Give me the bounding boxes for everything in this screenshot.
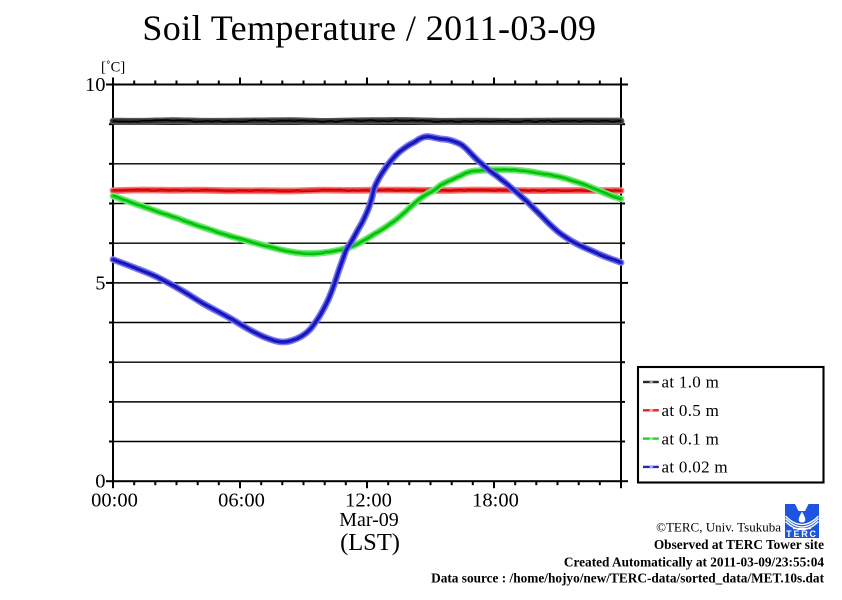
svg-text:Observed at TERC Tower site: Observed at TERC Tower site bbox=[654, 537, 824, 552]
svg-text:0: 0 bbox=[95, 471, 105, 493]
svg-text:(LST): (LST) bbox=[340, 529, 400, 556]
svg-text:Soil Temperature / 2011-03-09: Soil Temperature / 2011-03-09 bbox=[142, 8, 596, 48]
svg-text:18:00: 18:00 bbox=[472, 490, 519, 512]
svg-text:©TERC, Univ. Tsukuba: ©TERC, Univ. Tsukuba bbox=[656, 520, 781, 535]
svg-text:at 0.02 m: at 0.02 m bbox=[662, 458, 728, 477]
svg-text:Created Automatically at 2011-: Created Automatically at 2011-03-09/23:5… bbox=[564, 555, 824, 570]
svg-text:5: 5 bbox=[95, 272, 105, 294]
svg-text:Data source : /home/hojyo/new/: Data source : /home/hojyo/new/TERC-data/… bbox=[431, 571, 824, 586]
svg-text:at 1.0 m: at 1.0 m bbox=[662, 373, 720, 392]
svg-text:12:00: 12:00 bbox=[345, 490, 392, 512]
svg-text:10: 10 bbox=[85, 74, 106, 96]
svg-text:TERC: TERC bbox=[786, 529, 818, 539]
svg-text:at 0.5 m: at 0.5 m bbox=[662, 401, 720, 420]
svg-text:[˚C]: [˚C] bbox=[101, 60, 125, 76]
svg-text:Mar-09: Mar-09 bbox=[339, 509, 399, 531]
svg-text:00:00: 00:00 bbox=[91, 490, 138, 512]
svg-text:06:00: 06:00 bbox=[218, 490, 265, 512]
svg-text:at 0.1 m: at 0.1 m bbox=[662, 429, 720, 448]
